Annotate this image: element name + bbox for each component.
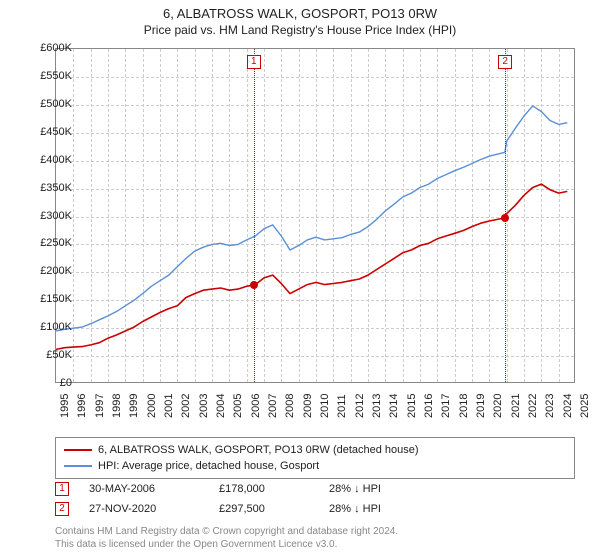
series-line-red [56,184,567,349]
x-axis-label: 1996 [76,394,88,418]
sale-point-price: £297,500 [219,503,309,515]
y-axis-label: £350K [40,182,72,194]
sale-marker-dot [501,214,509,222]
x-axis-label: 2015 [406,394,418,418]
callout-box: 1 [247,55,261,69]
sale-point-date: 30-MAY-2006 [89,483,199,495]
y-axis-label: £200K [40,265,72,277]
y-axis-label: £50K [46,349,72,361]
x-axis-label: 2023 [544,394,556,418]
x-axis-label: 2022 [527,394,539,418]
sale-point-hpi: 28% ↓ HPI [329,503,439,515]
title-subtitle: Price paid vs. HM Land Registry's House … [0,23,600,39]
y-axis-label: £500K [40,98,72,110]
legend-row-blue: HPI: Average price, detached house, Gosp… [64,458,566,474]
x-axis-label: 2024 [562,394,574,418]
x-axis-label: 2025 [579,394,591,418]
x-axis-label: 2009 [302,394,314,418]
sale-marker-dot [250,281,258,289]
x-axis-label: 2019 [475,394,487,418]
x-axis-label: 2004 [215,394,227,418]
x-axis-label: 1997 [94,394,106,418]
y-axis-label: £550K [40,70,72,82]
x-axis-label: 2012 [354,394,366,418]
y-axis-label: £400K [40,154,72,166]
legend-label-red: 6, ALBATROSS WALK, GOSPORT, PO13 0RW (de… [98,444,419,456]
chart-container: 6, ALBATROSS WALK, GOSPORT, PO13 0RW Pri… [0,0,600,560]
x-axis-label: 1999 [128,394,140,418]
x-axis-label: 2021 [510,394,522,418]
footer-line1: Contains HM Land Registry data © Crown c… [55,525,575,538]
x-axis-label: 2014 [388,394,400,418]
x-axis-label: 1998 [111,394,123,418]
sale-point-hpi: 28% ↓ HPI [329,483,439,495]
title-block: 6, ALBATROSS WALK, GOSPORT, PO13 0RW Pri… [0,0,600,38]
x-axis-label: 2003 [198,394,210,418]
y-axis-label: £0 [60,377,72,389]
y-axis-label: £450K [40,126,72,138]
footer-attribution: Contains HM Land Registry data © Crown c… [55,525,575,551]
sale-point-date: 27-NOV-2020 [89,503,199,515]
y-axis-label: £300K [40,210,72,222]
title-address: 6, ALBATROSS WALK, GOSPORT, PO13 0RW [0,6,600,23]
sale-point-index: 1 [55,482,69,496]
chart-svg [56,49,576,384]
x-axis-label: 2013 [371,394,383,418]
chart-plot-area: 12 [55,48,575,383]
x-axis-label: 1995 [59,394,71,418]
y-axis-label: £600K [40,42,72,54]
x-axis-label: 2020 [492,394,504,418]
legend-swatch-blue [64,465,92,467]
x-axis-label: 2017 [440,394,452,418]
legend-row-red: 6, ALBATROSS WALK, GOSPORT, PO13 0RW (de… [64,442,566,458]
x-axis-label: 2016 [423,394,435,418]
legend-swatch-red [64,449,92,451]
y-axis-label: £250K [40,237,72,249]
sale-points-table: 1 30-MAY-2006 £178,000 28% ↓ HPI 2 27-NOV-202… [55,479,575,519]
x-axis-label: 2008 [284,394,296,418]
sale-point-price: £178,000 [219,483,309,495]
series-line-blue [56,106,567,331]
y-axis-label: £150K [40,293,72,305]
callout-vline [254,49,255,382]
sale-point-row: 1 30-MAY-2006 £178,000 28% ↓ HPI [55,479,575,499]
callout-box: 2 [498,55,512,69]
x-axis-label: 2005 [232,394,244,418]
x-axis-label: 2010 [319,394,331,418]
sale-point-row: 2 27-NOV-2020 £297,500 28% ↓ HPI [55,499,575,519]
x-axis-label: 2001 [163,394,175,418]
x-axis-label: 2018 [458,394,470,418]
x-axis-label: 2006 [250,394,262,418]
x-axis-label: 2007 [267,394,279,418]
legend: 6, ALBATROSS WALK, GOSPORT, PO13 0RW (de… [55,437,575,479]
y-axis-label: £100K [40,321,72,333]
x-axis-label: 2002 [180,394,192,418]
footer-line2: This data is licensed under the Open Gov… [55,538,575,551]
sale-point-index: 2 [55,502,69,516]
x-axis-label: 2000 [146,394,158,418]
legend-label-blue: HPI: Average price, detached house, Gosp… [98,460,319,472]
x-axis-label: 2011 [336,394,348,418]
